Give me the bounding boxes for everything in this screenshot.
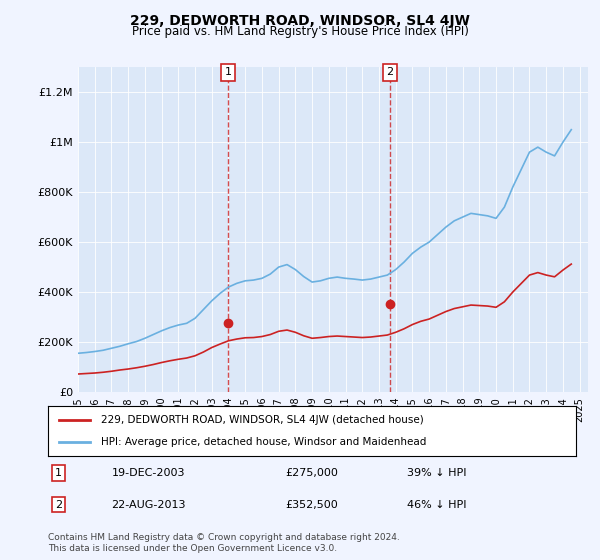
Text: 229, DEDWORTH ROAD, WINDSOR, SL4 4JW: 229, DEDWORTH ROAD, WINDSOR, SL4 4JW (130, 14, 470, 28)
Text: Contains HM Land Registry data © Crown copyright and database right 2024.
This d: Contains HM Land Registry data © Crown c… (48, 533, 400, 553)
Text: £352,500: £352,500 (286, 500, 338, 510)
Text: 46% ↓ HPI: 46% ↓ HPI (407, 500, 467, 510)
Text: 2: 2 (386, 67, 393, 77)
Text: 1: 1 (224, 67, 232, 77)
Text: 2: 2 (55, 500, 62, 510)
Text: Price paid vs. HM Land Registry's House Price Index (HPI): Price paid vs. HM Land Registry's House … (131, 25, 469, 38)
Text: 39% ↓ HPI: 39% ↓ HPI (407, 468, 467, 478)
Text: 19-DEC-2003: 19-DEC-2003 (112, 468, 185, 478)
Text: £275,000: £275,000 (286, 468, 338, 478)
Text: 1: 1 (55, 468, 62, 478)
Text: 22-AUG-2013: 22-AUG-2013 (112, 500, 186, 510)
Text: 229, DEDWORTH ROAD, WINDSOR, SL4 4JW (detached house): 229, DEDWORTH ROAD, WINDSOR, SL4 4JW (de… (101, 415, 424, 425)
Text: HPI: Average price, detached house, Windsor and Maidenhead: HPI: Average price, detached house, Wind… (101, 437, 426, 447)
